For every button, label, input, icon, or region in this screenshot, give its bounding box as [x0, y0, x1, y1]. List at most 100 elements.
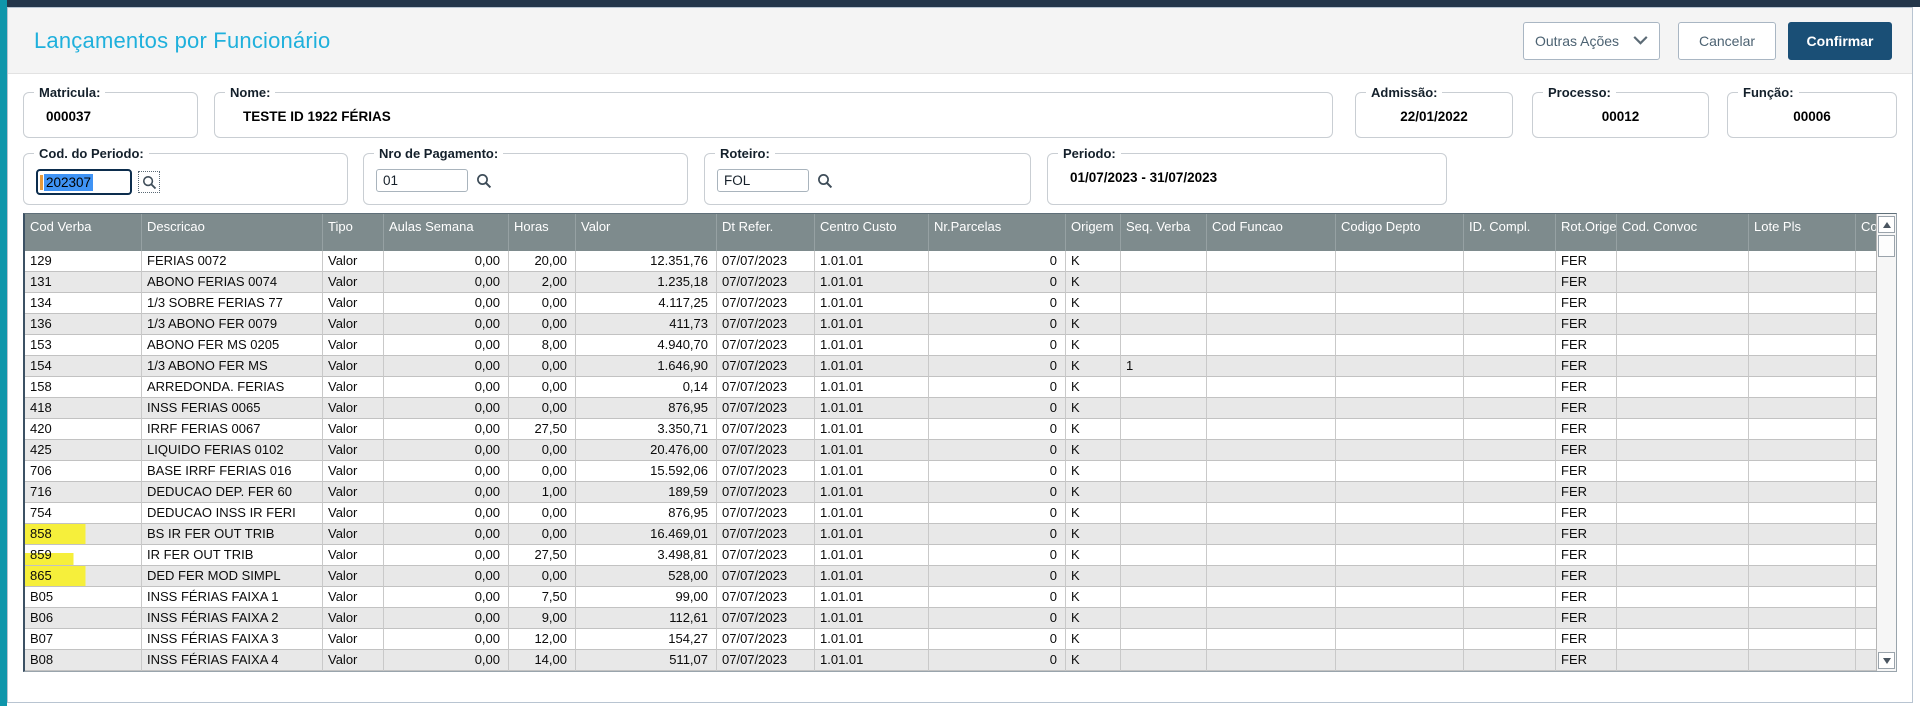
cell-aulas-semana: 0,00	[384, 356, 509, 377]
column-header-nr-parcelas[interactable]: Nr.Parcelas	[929, 214, 1066, 251]
nro-pagamento-lookup-button[interactable]	[476, 173, 492, 189]
roteiro-lookup-button[interactable]	[817, 173, 833, 189]
table-row[interactable]: 859 IR FER OUT TRIB Valor 0,00 27,50 3.498,81…	[25, 545, 1878, 566]
table-row[interactable]: B08 INSS FÉRIAS FAIXA 4 Valor 0,00 14,00 511,…	[25, 650, 1878, 671]
table-row[interactable]: 420 IRRF FERIAS 0067 Valor 0,00 27,50 3.350,7…	[25, 419, 1878, 440]
column-header-valor[interactable]: Valor	[576, 214, 717, 251]
cell-rot-origem: FER	[1556, 587, 1617, 608]
table-row[interactable]: 154 1/3 ABONO FER MS Valor 0,00 0,00 1.646,90…	[25, 356, 1878, 377]
column-header-rot-origem[interactable]: Rot.Origem	[1556, 214, 1617, 251]
cell-valor: 99,00	[576, 587, 717, 608]
cell-horas: 0,00	[509, 293, 576, 314]
cell-dt-refer-: 07/07/2023	[717, 587, 815, 608]
cell-cod-verba: 134	[25, 293, 142, 314]
matricula-value: 000037	[46, 109, 92, 124]
table-row[interactable]: 158 ARREDONDA. FERIAS Valor 0,00 0,00 0,14 07/…	[25, 377, 1878, 398]
column-header-cod-verba[interactable]: Cod Verba	[25, 214, 142, 251]
scroll-down-arrow-icon	[1882, 657, 1891, 664]
table-row[interactable]: 134 1/3 SOBRE FERIAS 77 Valor 0,00 0,00 4.117…	[25, 293, 1878, 314]
cell-seq-verba	[1121, 545, 1207, 566]
column-header-codigo-depto[interactable]: Codigo Depto	[1336, 214, 1464, 251]
nro-pagamento-input[interactable]	[376, 169, 468, 192]
scroll-up-button[interactable]	[1878, 216, 1895, 233]
cod-periodo-field: Cod. do Periodo: 202307	[23, 146, 348, 205]
table-row[interactable]: 153 ABONO FER MS 0205 Valor 0,00 8,00 4.940,7…	[25, 335, 1878, 356]
cell-lote-pls	[1749, 566, 1856, 587]
scrollbar-thumb[interactable]	[1878, 235, 1895, 257]
cell-co	[1856, 419, 1878, 440]
cell-seq-verba	[1121, 398, 1207, 419]
cell-co	[1856, 335, 1878, 356]
vertical-scrollbar[interactable]	[1876, 214, 1896, 671]
cell-aulas-semana: 0,00	[384, 272, 509, 293]
cancel-button[interactable]: Cancelar	[1678, 21, 1776, 60]
table-row[interactable]: 131 ABONO FERIAS 0074 Valor 0,00 2,00 1.235,1…	[25, 272, 1878, 293]
window-frame-left	[0, 0, 7, 706]
column-header-horas[interactable]: Horas	[509, 214, 576, 251]
cell-cod-verba: 859	[25, 545, 142, 566]
cell-origem: K	[1066, 251, 1121, 272]
table-row[interactable]: 418 INSS FERIAS 0065 Valor 0,00 0,00 876,95 07…	[25, 398, 1878, 419]
cell-dt-refer-: 07/07/2023	[717, 272, 815, 293]
table-row[interactable]: 865 DED FER MOD SIMPL Valor 0,00 0,00 528,00 0…	[25, 566, 1878, 587]
table-row[interactable]: 858 BS IR FER OUT TRIB Valor 0,00 0,00 16.469…	[25, 524, 1878, 545]
cell-cod-funcao	[1207, 545, 1336, 566]
cell-lote-pls	[1749, 377, 1856, 398]
other-actions-button[interactable]: Outras Ações	[1523, 21, 1660, 60]
cell-lote-pls	[1749, 272, 1856, 293]
column-header-centro-custo[interactable]: Centro Custo	[815, 214, 929, 251]
column-header-descricao[interactable]: Descricao	[142, 214, 323, 251]
cod-periodo-lookup-button[interactable]	[138, 171, 160, 193]
cell-dt-refer-: 07/07/2023	[717, 335, 815, 356]
cell-origem: K	[1066, 272, 1121, 293]
cell-descricao: DEDUCAO INSS IR FERI	[142, 503, 323, 524]
cell-valor: 20.476,00	[576, 440, 717, 461]
column-header-co[interactable]: Co	[1856, 214, 1878, 251]
cell-codigo-depto	[1336, 587, 1464, 608]
table-row[interactable]: 716 DEDUCAO DEP. FER 60 Valor 0,00 1,00 189,5…	[25, 482, 1878, 503]
cell-cod-verba: 858	[25, 524, 142, 545]
cell-cod-convoc	[1617, 566, 1749, 587]
cell-dt-refer-: 07/07/2023	[717, 482, 815, 503]
table-row[interactable]: 425 LIQUIDO FERIAS 0102 Valor 0,00 0,00 20.47…	[25, 440, 1878, 461]
column-header-cod-funcao[interactable]: Cod Funcao	[1207, 214, 1336, 251]
cell-rot-origem: FER	[1556, 608, 1617, 629]
column-header-origem[interactable]: Origem	[1066, 214, 1121, 251]
cell-dt-refer-: 07/07/2023	[717, 608, 815, 629]
cell-valor: 1.646,90	[576, 356, 717, 377]
cell-valor: 15.592,06	[576, 461, 717, 482]
roteiro-input[interactable]	[717, 169, 809, 192]
cell-aulas-semana: 0,00	[384, 461, 509, 482]
cell-nr-parcelas: 0	[929, 335, 1066, 356]
table-row[interactable]: 754 DEDUCAO INSS IR FERI Valor 0,00 0,00 876,…	[25, 503, 1878, 524]
table-row[interactable]: 136 1/3 ABONO FER 0079 Valor 0,00 0,00 411,73…	[25, 314, 1878, 335]
cell-cod-convoc	[1617, 272, 1749, 293]
cell-nr-parcelas: 0	[929, 587, 1066, 608]
table-row[interactable]: B07 INSS FÉRIAS FAIXA 3 Valor 0,00 12,00 154,…	[25, 629, 1878, 650]
cell-codigo-depto	[1336, 314, 1464, 335]
cell-valor: 12.351,76	[576, 251, 717, 272]
table-row[interactable]: 129 FERIAS 0072 Valor 0,00 20,00 12.351,76 07/…	[25, 251, 1878, 272]
cell-horas: 0,00	[509, 503, 576, 524]
confirm-button[interactable]: Confirmar	[1788, 21, 1892, 60]
cell-dt-refer-: 07/07/2023	[717, 524, 815, 545]
cell-tipo: Valor	[323, 356, 384, 377]
column-header-id-compl-[interactable]: ID. Compl.	[1464, 214, 1556, 251]
cell-id-compl-	[1464, 524, 1556, 545]
column-header-tipo[interactable]: Tipo	[323, 214, 384, 251]
cell-rot-origem: FER	[1556, 482, 1617, 503]
column-header-dt-refer-[interactable]: Dt Refer.	[717, 214, 815, 251]
column-header-seq-verba[interactable]: Seq. Verba	[1121, 214, 1207, 251]
cell-horas: 0,00	[509, 566, 576, 587]
cell-dt-refer-: 07/07/2023	[717, 461, 815, 482]
column-header-lote-pls[interactable]: Lote Pls	[1749, 214, 1856, 251]
cell-origem: K	[1066, 356, 1121, 377]
table-row[interactable]: B06 INSS FÉRIAS FAIXA 2 Valor 0,00 9,00 112,6…	[25, 608, 1878, 629]
column-header-aulas-semana[interactable]: Aulas Semana	[384, 214, 509, 251]
table-row[interactable]: 706 BASE IRRF FERIAS 016 Valor 0,00 0,00 15.5…	[25, 461, 1878, 482]
table-row[interactable]: B05 INSS FÉRIAS FAIXA 1 Valor 0,00 7,50 99,00…	[25, 587, 1878, 608]
employee-form: Matricula: 000037 Nome: TESTE ID 1922 FÉ…	[8, 85, 1912, 205]
cod-periodo-input[interactable]: 202307	[36, 169, 132, 195]
column-header-cod-convoc[interactable]: Cod. Convoc	[1617, 214, 1749, 251]
scroll-down-button[interactable]	[1878, 652, 1895, 669]
